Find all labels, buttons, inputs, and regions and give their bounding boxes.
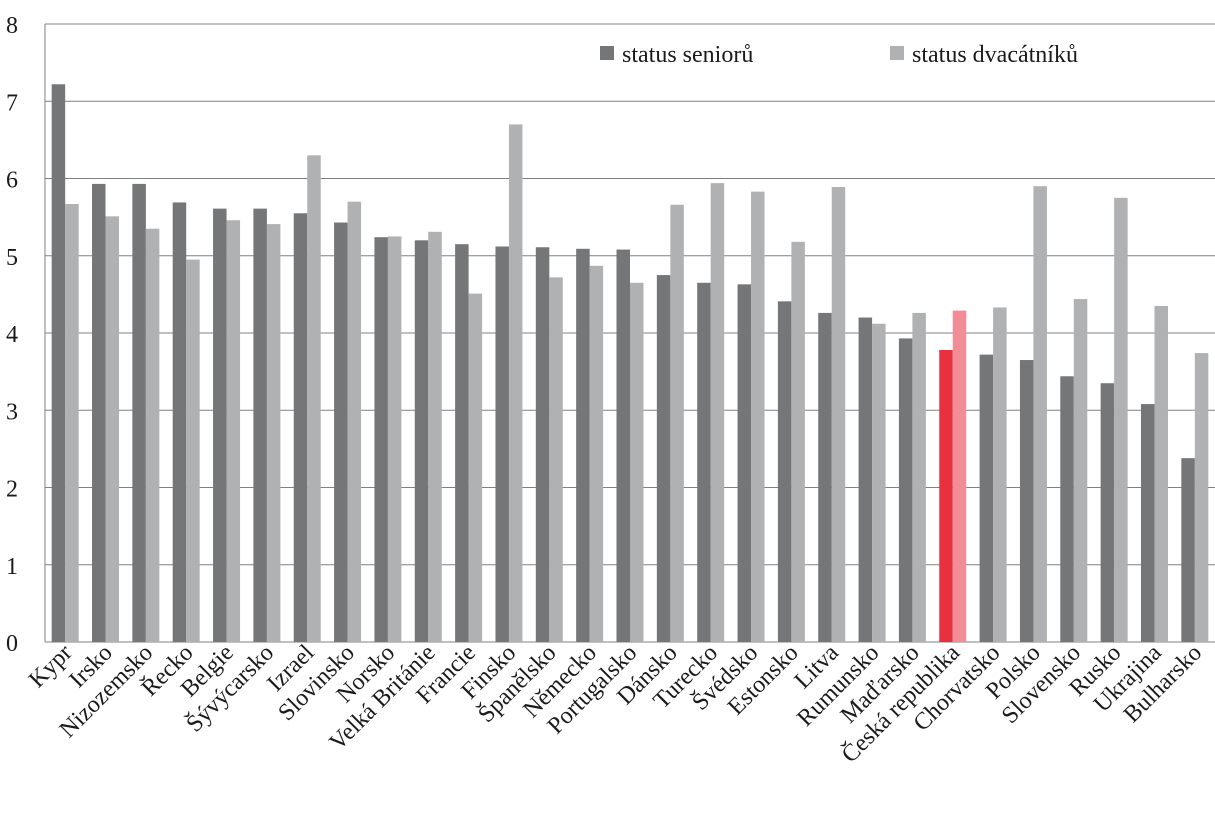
bar-twenties-26 <box>1114 197 1128 642</box>
bar-twenties-17 <box>751 191 765 642</box>
bar-seniors-3 <box>172 202 187 642</box>
bar-seniors-9 <box>414 240 429 643</box>
bar-twenties-6 <box>307 155 321 642</box>
legend-swatch-twenties <box>890 46 904 60</box>
y-tick-label: 1 <box>6 554 18 580</box>
bar-seniors-12 <box>535 247 550 642</box>
bar-seniors-6 <box>293 213 308 642</box>
legend-label-twenties: status dvacátníků <box>912 42 1078 68</box>
bar-seniors-17 <box>737 284 752 642</box>
bar-twenties-19 <box>831 186 846 642</box>
bar-seniors-7 <box>334 222 348 642</box>
bar-seniors-0 <box>51 84 66 642</box>
bar-twenties-28 <box>1194 353 1209 642</box>
y-tick-label: 5 <box>6 245 18 271</box>
bar-seniors-13 <box>576 248 590 643</box>
bar-twenties-25 <box>1073 299 1088 642</box>
bar-twenties-13 <box>589 265 604 642</box>
bar-seniors-22 <box>939 349 953 642</box>
bar-seniors-8 <box>374 237 388 642</box>
y-tick-label: 4 <box>6 322 18 348</box>
y-tick-label: 8 <box>6 13 18 39</box>
legend-label-seniors: status seniorů <box>622 42 753 68</box>
y-tick-label: 6 <box>6 168 18 194</box>
legend-swatch-seniors <box>600 46 614 60</box>
bar-seniors-14 <box>616 249 630 642</box>
bar-twenties-20 <box>872 323 886 642</box>
bar-seniors-10 <box>455 244 469 642</box>
bar-seniors-2 <box>132 183 146 642</box>
bar-twenties-0 <box>65 203 79 642</box>
x-category-label: Kypr <box>24 640 77 693</box>
bar-seniors-21 <box>898 338 913 642</box>
x-axis-category-labels: KyprIrskoNizozemskoŘeckoBelgieŠývýcarsko… <box>24 639 1207 768</box>
bar-twenties-2 <box>145 228 160 642</box>
bar-seniors-20 <box>858 317 873 642</box>
bar-twenties-27 <box>1154 305 1168 642</box>
y-axis-tick-labels: 0 1 2 3 4 5 6 7 8 <box>6 13 18 657</box>
y-tick-label: 2 <box>6 477 18 503</box>
bars <box>51 84 1209 643</box>
bar-seniors-26 <box>1100 383 1115 642</box>
bar-twenties-1 <box>105 216 120 643</box>
bar-twenties-22 <box>952 310 967 642</box>
bar-twenties-11 <box>508 124 523 643</box>
bar-twenties-3 <box>186 259 200 642</box>
bar-twenties-15 <box>670 204 684 642</box>
bar-seniors-25 <box>1060 376 1074 642</box>
bar-twenties-21 <box>912 312 926 642</box>
bar-seniors-23 <box>979 354 994 642</box>
y-tick-label: 7 <box>6 90 18 116</box>
bar-seniors-27 <box>1140 404 1155 642</box>
bar-twenties-24 <box>1033 186 1047 642</box>
y-tick-label: 0 <box>6 631 18 657</box>
bar-seniors-16 <box>697 282 711 642</box>
bar-twenties-7 <box>347 201 362 643</box>
bar-seniors-5 <box>253 208 267 642</box>
bar-seniors-19 <box>818 312 832 642</box>
bar-twenties-12 <box>549 277 563 642</box>
legend: status seniorů status dvacátníků <box>600 42 1078 68</box>
bar-seniors-11 <box>495 246 509 643</box>
y-tick-label: 3 <box>6 399 18 425</box>
bar-twenties-18 <box>791 241 805 642</box>
bar-twenties-14 <box>630 282 644 642</box>
bar-twenties-10 <box>468 293 483 642</box>
bar-twenties-5 <box>266 224 281 642</box>
bar-twenties-16 <box>710 183 725 642</box>
bar-seniors-4 <box>213 208 227 642</box>
bar-seniors-15 <box>656 275 671 642</box>
bar-seniors-1 <box>92 183 106 642</box>
bar-twenties-4 <box>226 220 241 642</box>
bar-seniors-18 <box>777 301 792 642</box>
bar-twenties-8 <box>387 236 402 642</box>
bar-seniors-24 <box>1019 360 1034 642</box>
bar-twenties-23 <box>993 307 1007 642</box>
bar-twenties-9 <box>428 231 442 643</box>
bar-seniors-28 <box>1181 458 1195 642</box>
